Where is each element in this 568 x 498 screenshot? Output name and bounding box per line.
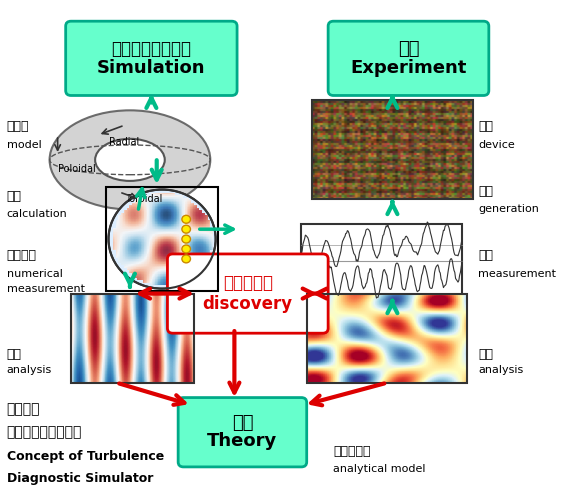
Text: モデル: モデル — [7, 120, 29, 133]
Text: Poloidal: Poloidal — [57, 164, 95, 174]
Text: 法則の発見: 法則の発見 — [223, 274, 273, 292]
Ellipse shape — [49, 111, 210, 209]
Text: 解析: 解析 — [478, 348, 493, 361]
Circle shape — [182, 215, 190, 223]
Circle shape — [108, 190, 216, 289]
Text: 計測: 計測 — [478, 249, 493, 262]
Text: Theory: Theory — [207, 432, 278, 450]
Text: measurement: measurement — [478, 269, 556, 279]
FancyBboxPatch shape — [328, 21, 489, 96]
Text: 解析: 解析 — [7, 348, 22, 361]
Text: 生成: 生成 — [478, 185, 493, 198]
Text: device: device — [478, 140, 515, 150]
Text: measurement: measurement — [7, 284, 85, 294]
Text: Experiment: Experiment — [350, 59, 467, 77]
FancyBboxPatch shape — [168, 254, 328, 333]
Ellipse shape — [95, 139, 165, 181]
Text: シミュレータ概念図: シミュレータ概念図 — [7, 425, 82, 439]
Text: 理論: 理論 — [232, 414, 253, 432]
Text: calculation: calculation — [7, 209, 68, 220]
Bar — [312, 101, 473, 200]
Text: analysis: analysis — [478, 366, 523, 375]
Text: 装置: 装置 — [478, 120, 493, 133]
Circle shape — [182, 235, 190, 243]
Text: Concept of Turbulence: Concept of Turbulence — [7, 450, 164, 463]
Text: model: model — [7, 140, 41, 150]
Text: シミュレーション: シミュレーション — [111, 40, 191, 58]
Circle shape — [182, 225, 190, 233]
Text: 解析モデル: 解析モデル — [333, 445, 371, 458]
Text: 数値診断: 数値診断 — [7, 249, 37, 262]
Text: Diagnostic Simulator: Diagnostic Simulator — [7, 472, 153, 485]
Bar — [302, 224, 462, 298]
Text: generation: generation — [478, 205, 539, 215]
Text: Simulation: Simulation — [97, 59, 206, 77]
FancyBboxPatch shape — [178, 397, 307, 467]
Text: 乱流計測: 乱流計測 — [7, 402, 40, 416]
Text: Toroidal: Toroidal — [124, 194, 162, 204]
Bar — [307, 293, 467, 382]
Text: analysis: analysis — [7, 366, 52, 375]
Circle shape — [182, 255, 190, 263]
Text: analytical model: analytical model — [333, 465, 426, 475]
Text: Radial: Radial — [108, 137, 139, 147]
Circle shape — [182, 245, 190, 253]
Text: numerical: numerical — [7, 269, 62, 279]
Text: 計算: 計算 — [7, 190, 22, 203]
Text: discovery: discovery — [203, 295, 293, 313]
Text: 実験: 実験 — [398, 40, 419, 58]
FancyBboxPatch shape — [66, 21, 237, 96]
Bar — [71, 293, 194, 382]
